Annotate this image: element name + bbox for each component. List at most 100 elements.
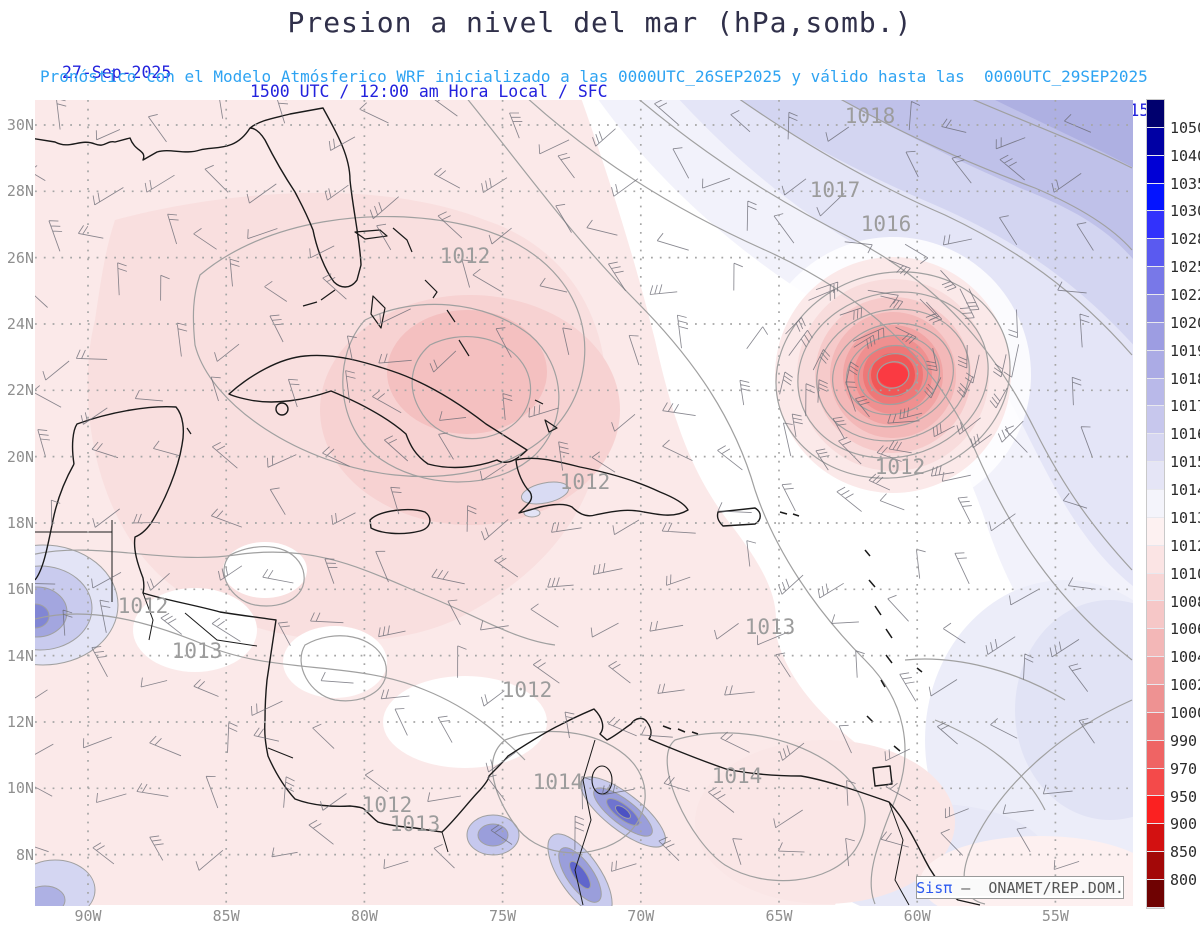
lon-label: 75W	[489, 907, 517, 925]
contour-label: 1013	[745, 615, 796, 639]
lat-label: 12N	[6, 712, 34, 731]
contour-labels-layer: 1018101710161012101210121013101210131012…	[118, 104, 926, 836]
lat-label: 8N	[15, 845, 34, 864]
lat-label: 18N	[6, 513, 34, 532]
app-name: Sisπ	[916, 878, 953, 897]
colorbar-segment	[1147, 852, 1164, 881]
lat-label: 24N	[6, 314, 34, 333]
contour-label: 1014	[712, 764, 763, 788]
colorbar-label: 1000	[1170, 703, 1200, 722]
lat-label: 20N	[6, 447, 34, 466]
lon-label: 80W	[350, 907, 378, 925]
contour-label: 1012	[118, 594, 169, 618]
colorbar-segment	[1147, 462, 1164, 491]
coastlines	[35, 107, 981, 906]
lat-label: 30N	[6, 116, 34, 134]
lat-label: 22N	[6, 381, 34, 400]
forecast-description: Pronóstico con el Modelo Atmósferico WRF…	[40, 67, 1148, 86]
se-high-core	[1015, 600, 1133, 820]
white-patch	[223, 542, 307, 598]
colorbar-label: 1008	[1170, 592, 1200, 611]
colorbar-label: 1014	[1170, 481, 1200, 500]
colorbar-segment	[1147, 322, 1164, 351]
colorbar-segment	[1147, 100, 1164, 128]
colorbar-label: 1002	[1170, 676, 1200, 695]
colorbar-segment	[1147, 183, 1164, 212]
colorbar-segment	[1147, 517, 1164, 546]
high-band-5	[995, 100, 1133, 168]
contour-label: 1012	[440, 244, 491, 268]
contour-label: 1012	[502, 678, 553, 702]
colorbar-label: 1006	[1170, 620, 1200, 639]
colorbar-label: 900	[1170, 815, 1198, 834]
colorbar-segment	[1147, 573, 1164, 602]
colorbar-segment	[1147, 155, 1164, 184]
colorbar-segment	[1147, 824, 1164, 853]
pressure-map-svg: 1018101710161012101210121013101210131012…	[35, 100, 1133, 906]
lon-label: 65W	[765, 907, 793, 925]
colorbar-label: 950	[1170, 787, 1198, 806]
isobar-contours	[35, 100, 1133, 905]
colorbar-segment	[1147, 768, 1164, 797]
contour-label: 1018	[845, 104, 896, 128]
white-patch	[383, 676, 547, 768]
white-patch	[283, 626, 387, 698]
colorbar-segment	[1147, 211, 1164, 240]
colorbar-segment	[1147, 657, 1164, 686]
header-meta: 27-Sep-2025 1500 UTC / 12:00 am Hora Loc…	[0, 44, 1200, 120]
attribution-badge: Sisπ – ONAMET/REP.DOM.	[916, 876, 1124, 899]
colorbar-label: 800	[1170, 871, 1198, 890]
colorbar-segment	[1147, 434, 1164, 463]
colorbar-segment	[1147, 295, 1164, 323]
colorbar-segment	[1147, 629, 1164, 658]
colorbar-segment	[1147, 127, 1164, 156]
colorbar-label: 990	[1170, 731, 1198, 750]
contour-label: 1012	[362, 793, 413, 817]
colorbar-segment	[1147, 490, 1164, 518]
colorbar-label: 1013	[1170, 508, 1200, 527]
contour-label: 1013	[172, 639, 223, 663]
contour-label: 1012	[560, 470, 611, 494]
wind-barbs-layer	[35, 100, 1096, 872]
colorbar-segment	[1147, 712, 1164, 741]
white-patch	[133, 588, 257, 672]
colorbar-label: 1010	[1170, 564, 1200, 583]
colorbar-label: 1028	[1170, 230, 1200, 249]
contour-label: 1013	[390, 812, 441, 836]
colorbar-segment	[1147, 685, 1164, 713]
cuba-low-core	[387, 310, 547, 434]
colorbar-label: 1012	[1170, 536, 1200, 555]
colorbar-segment	[1147, 267, 1164, 296]
colorbar-segment	[1147, 796, 1164, 825]
contour-label: 1016	[861, 212, 912, 236]
colorbar-label: 970	[1170, 759, 1198, 778]
lat-label: 28N	[6, 182, 34, 201]
pressure-shading-layer	[35, 100, 1133, 906]
colorbar	[1146, 99, 1165, 909]
contour-label: 1017	[810, 178, 861, 202]
lat-label: 10N	[6, 779, 34, 798]
colorbar-label: 1030	[1170, 202, 1200, 221]
map-canvas: 1018 1017 1016 1012 1012 1012 1013 1012 1013 1012…	[35, 100, 1133, 906]
lat-label: 26N	[6, 248, 34, 267]
valid-time: 1500 UTC / 12:00 am Hora Local / SFC	[250, 82, 608, 101]
colorbar-label: 1035	[1170, 174, 1200, 193]
colorbar-segment	[1147, 378, 1164, 407]
lat-label: 16N	[6, 580, 34, 599]
colorbar-segment	[1147, 880, 1164, 908]
colorbar-label: 1004	[1170, 648, 1200, 667]
contour-label: 1014	[533, 770, 584, 794]
contour-label: 1012	[875, 455, 926, 479]
colorbar-segment	[1147, 406, 1164, 435]
colorbar-label: 1040	[1170, 146, 1200, 165]
lon-label: 60W	[903, 907, 931, 925]
colorbar-label: 1017	[1170, 397, 1200, 416]
colorbar-label: 1018	[1170, 369, 1200, 388]
lon-label: 70W	[627, 907, 655, 925]
page-title: Presion a nivel del mar (hPa,somb.)	[287, 6, 913, 39]
venezuela-pink	[695, 740, 955, 904]
colorbar-segment	[1147, 239, 1164, 268]
colorbar-label: 1020	[1170, 313, 1200, 332]
lon-label: 85W	[212, 907, 240, 925]
